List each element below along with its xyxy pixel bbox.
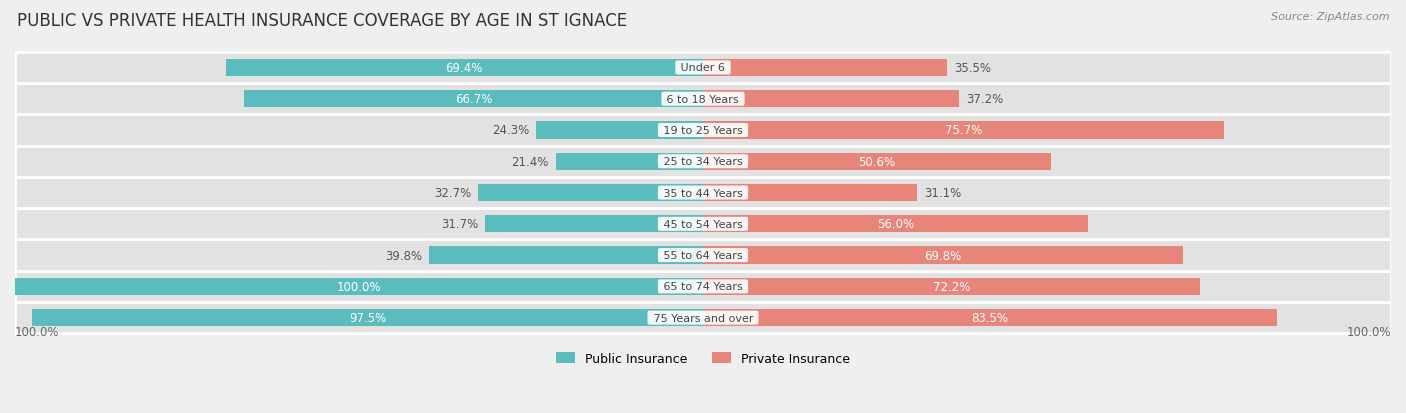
Bar	[703, 216, 1088, 233]
Bar	[703, 309, 1278, 326]
Text: 69.8%: 69.8%	[925, 249, 962, 262]
Bar	[478, 185, 703, 202]
Text: 66.7%: 66.7%	[456, 93, 492, 106]
Text: 83.5%: 83.5%	[972, 311, 1008, 324]
Text: 100.0%: 100.0%	[15, 325, 59, 338]
Text: 21.4%: 21.4%	[512, 155, 548, 169]
Bar	[703, 60, 948, 77]
Bar	[485, 216, 703, 233]
Text: 75 Years and over: 75 Years and over	[650, 313, 756, 323]
Text: 69.4%: 69.4%	[446, 62, 482, 75]
Text: 32.7%: 32.7%	[434, 187, 471, 199]
Bar	[15, 278, 703, 295]
Bar	[555, 153, 703, 171]
Bar	[15, 115, 1391, 146]
Text: 24.3%: 24.3%	[492, 124, 529, 137]
Text: 100.0%: 100.0%	[337, 280, 381, 293]
Bar	[429, 247, 703, 264]
Text: 35.5%: 35.5%	[955, 62, 991, 75]
Text: Under 6: Under 6	[678, 63, 728, 73]
Text: 19 to 25 Years: 19 to 25 Years	[659, 126, 747, 135]
Text: Source: ZipAtlas.com: Source: ZipAtlas.com	[1271, 12, 1389, 22]
Bar	[703, 122, 1223, 139]
Text: 65 to 74 Years: 65 to 74 Years	[659, 282, 747, 292]
Text: 55 to 64 Years: 55 to 64 Years	[659, 251, 747, 261]
Text: 31.7%: 31.7%	[440, 218, 478, 231]
Bar	[703, 91, 959, 108]
Text: 56.0%: 56.0%	[877, 218, 914, 231]
Text: PUBLIC VS PRIVATE HEALTH INSURANCE COVERAGE BY AGE IN ST IGNACE: PUBLIC VS PRIVATE HEALTH INSURANCE COVER…	[17, 12, 627, 30]
Bar	[15, 271, 1391, 302]
Legend: Public Insurance, Private Insurance: Public Insurance, Private Insurance	[551, 347, 855, 370]
Bar	[703, 278, 1199, 295]
Bar	[32, 309, 703, 326]
Text: 35 to 44 Years: 35 to 44 Years	[659, 188, 747, 198]
Bar	[15, 53, 1391, 84]
Bar	[15, 302, 1391, 333]
Bar	[245, 91, 703, 108]
Bar	[15, 178, 1391, 209]
Text: 100.0%: 100.0%	[1347, 325, 1391, 338]
Text: 31.1%: 31.1%	[924, 187, 962, 199]
Text: 39.8%: 39.8%	[385, 249, 422, 262]
Bar	[15, 146, 1391, 178]
Bar	[15, 240, 1391, 271]
Text: 75.7%: 75.7%	[945, 124, 981, 137]
Bar	[15, 84, 1391, 115]
Bar	[536, 122, 703, 139]
Bar	[703, 185, 917, 202]
Bar	[703, 247, 1184, 264]
Text: 50.6%: 50.6%	[859, 155, 896, 169]
Text: 6 to 18 Years: 6 to 18 Years	[664, 95, 742, 104]
Bar	[225, 60, 703, 77]
Text: 37.2%: 37.2%	[966, 93, 1002, 106]
Bar	[703, 153, 1052, 171]
Text: 97.5%: 97.5%	[349, 311, 387, 324]
Bar	[15, 209, 1391, 240]
Text: 25 to 34 Years: 25 to 34 Years	[659, 157, 747, 167]
Text: 45 to 54 Years: 45 to 54 Years	[659, 219, 747, 229]
Text: 72.2%: 72.2%	[932, 280, 970, 293]
